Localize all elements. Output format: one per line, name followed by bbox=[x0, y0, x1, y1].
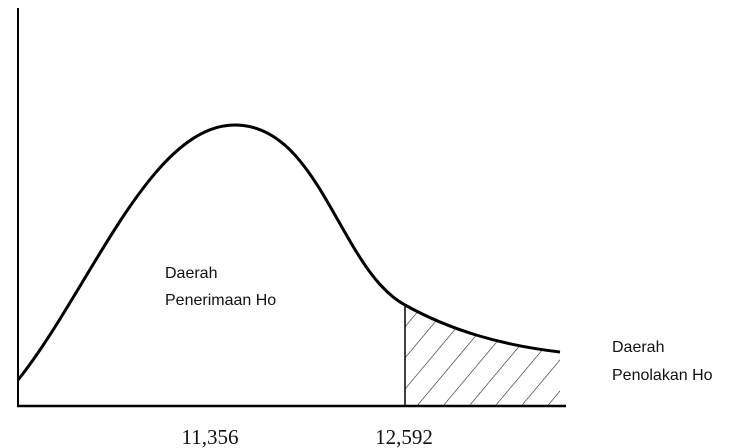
distribution-curve bbox=[16, 123, 561, 381]
region-label: Daerah bbox=[165, 265, 217, 282]
region-label: Penerimaan Ho bbox=[165, 292, 276, 309]
region-label: Daerah bbox=[612, 339, 664, 356]
axis-label: 12,592 bbox=[375, 425, 433, 448]
rejection-area bbox=[405, 305, 560, 406]
region-label: Penolakan Ho bbox=[612, 367, 713, 384]
axis-label: 11,356 bbox=[182, 425, 239, 448]
